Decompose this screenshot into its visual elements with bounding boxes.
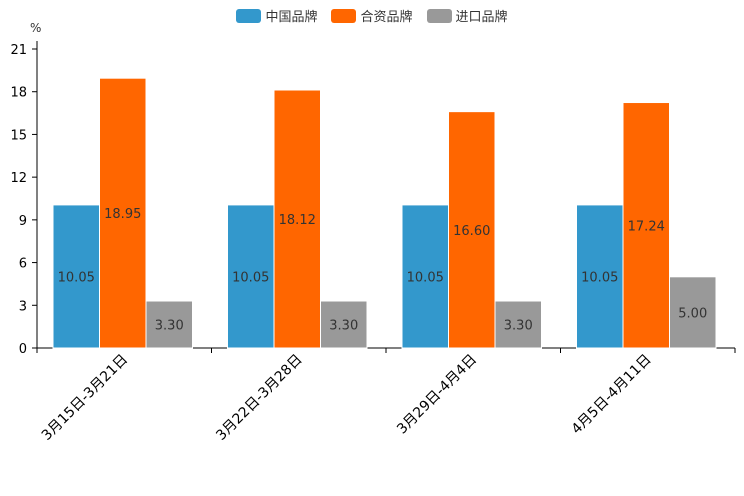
data-label: 5.00 — [678, 306, 707, 321]
legend-item-china-brand[interactable]: 中国品牌 — [236, 6, 317, 25]
bar-joint-venture-brand — [448, 111, 496, 349]
bar-import-brand — [145, 300, 193, 349]
legend-item-joint-venture-brand[interactable]: 合资品牌 — [331, 6, 413, 25]
data-label: 3.30 — [504, 319, 533, 334]
data-label: 18.95 — [104, 207, 141, 222]
data-label: 10.05 — [58, 270, 95, 285]
y-tick-label: 18 — [10, 86, 27, 101]
y-tick-label: 15 — [10, 128, 27, 143]
bar-china-brand — [227, 204, 275, 349]
y-axis-unit: % — [30, 21, 42, 35]
y-tick-label: 21 — [10, 43, 27, 58]
legend: 中国品牌 合资品牌 进口品牌 — [0, 6, 744, 25]
bar-china-brand — [401, 204, 449, 349]
data-label: 3.30 — [329, 319, 358, 334]
x-category-label: 3月15日-3月21日 — [39, 352, 131, 444]
bar-import-brand — [494, 300, 542, 349]
x-category-label: 3月29日-4月4日 — [394, 352, 480, 438]
data-label: 10.05 — [581, 270, 618, 285]
legend-swatch-joint-venture-brand — [331, 8, 357, 23]
data-label: 17.24 — [628, 219, 665, 234]
y-tick-label: 0 — [19, 342, 27, 357]
bar-joint-venture-brand — [273, 89, 321, 349]
data-label: 10.05 — [407, 270, 444, 285]
data-label: 3.30 — [155, 319, 184, 334]
y-tick-label: 6 — [19, 257, 27, 272]
bar-import-brand — [320, 300, 368, 349]
y-tick-label: 12 — [10, 171, 27, 186]
bar-import-brand — [669, 276, 717, 349]
legend-label-china-brand: 中国品牌 — [265, 10, 318, 25]
y-tick-label: 9 — [19, 214, 27, 229]
x-category-label: 4月5日-4月11日 — [569, 352, 655, 438]
bar-china-brand — [576, 204, 624, 349]
legend-swatch-import-brand — [426, 8, 452, 23]
legend-item-import-brand[interactable]: 进口品牌 — [426, 6, 508, 25]
y-tick-label: 3 — [19, 299, 27, 314]
data-label: 16.60 — [453, 224, 490, 239]
data-label: 10.05 — [232, 270, 269, 285]
data-label: 18.12 — [279, 213, 316, 228]
bar-joint-venture-brand — [622, 102, 670, 349]
bar-joint-venture-brand — [99, 77, 147, 349]
legend-label-joint-venture-brand: 合资品牌 — [360, 10, 413, 25]
legend-swatch-china-brand — [236, 8, 262, 23]
x-category-label: 3月22日-3月28日 — [213, 352, 305, 444]
legend-label-import-brand: 进口品牌 — [455, 10, 508, 25]
